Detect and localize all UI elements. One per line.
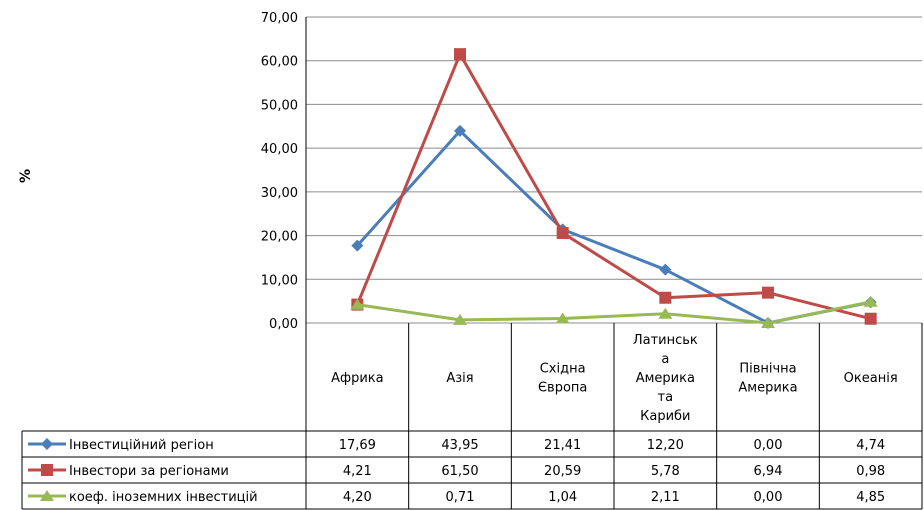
data-point — [659, 263, 672, 276]
data-label: 12,20 — [647, 438, 684, 453]
data-point — [555, 312, 570, 324]
data-label: 4,20 — [343, 490, 372, 505]
data-label: 21,41 — [544, 438, 581, 453]
data-point — [454, 124, 466, 137]
y-tick-label: 60,00 — [261, 55, 298, 70]
data-point — [659, 291, 672, 304]
y-tick-label: 50,00 — [261, 98, 298, 113]
data-point — [351, 239, 364, 252]
data-point — [658, 307, 673, 319]
category-label: Латинськ а Америка та Кариби — [633, 333, 698, 424]
series-line — [356, 129, 871, 325]
y-tick-label: 70,00 — [261, 11, 298, 26]
y-tick-label: 40,00 — [261, 142, 298, 157]
legend-key-marker — [40, 490, 54, 501]
data-label: 20,59 — [544, 464, 581, 479]
data-label: 5,78 — [651, 464, 680, 479]
series-line — [357, 300, 871, 325]
y-tick-label: 0,00 — [269, 317, 298, 332]
series-line — [355, 52, 872, 321]
legend-key-marker — [41, 438, 53, 450]
data-label: 6,94 — [754, 464, 783, 479]
data-point — [762, 286, 774, 299]
data-point — [761, 317, 775, 328]
data-label: 4,74 — [856, 438, 885, 453]
y-tick-label: 10,00 — [261, 273, 298, 288]
y-tick-label: 20,00 — [261, 230, 298, 245]
data-label: 4,21 — [343, 464, 372, 479]
category-label: Африка — [331, 371, 384, 386]
data-point — [350, 298, 365, 310]
data-label: 17,69 — [339, 438, 376, 453]
legend-label: Інвестори за регіонами — [69, 464, 229, 479]
legend-label: Інвестиційний регіон — [69, 438, 214, 453]
data-point — [453, 313, 467, 325]
data-label: 43,95 — [441, 438, 478, 453]
data-label: 1,04 — [548, 490, 577, 505]
data-label: 0,98 — [856, 464, 885, 479]
data-point — [864, 312, 877, 325]
y-tick-label: 30,00 — [261, 186, 298, 201]
data-point — [556, 226, 569, 239]
category-label: Північна Америка — [738, 362, 797, 396]
category-label: Східна Європа — [538, 362, 587, 396]
category-label: Азія — [446, 371, 473, 386]
category-label: Океанія — [844, 371, 898, 386]
data-label: 61,50 — [441, 464, 478, 479]
data-label: 2,11 — [651, 490, 680, 505]
data-label: 0,71 — [446, 490, 475, 505]
y-axis-label: % — [18, 169, 34, 183]
legend-label: коеф. іноземних інвестицій — [69, 490, 258, 505]
data-label: 0,00 — [754, 490, 783, 505]
data-point — [454, 48, 466, 61]
data-point — [863, 295, 878, 307]
data-label: 0,00 — [754, 438, 783, 453]
data-label: 4,85 — [856, 490, 885, 505]
legend-key-marker — [41, 464, 53, 476]
